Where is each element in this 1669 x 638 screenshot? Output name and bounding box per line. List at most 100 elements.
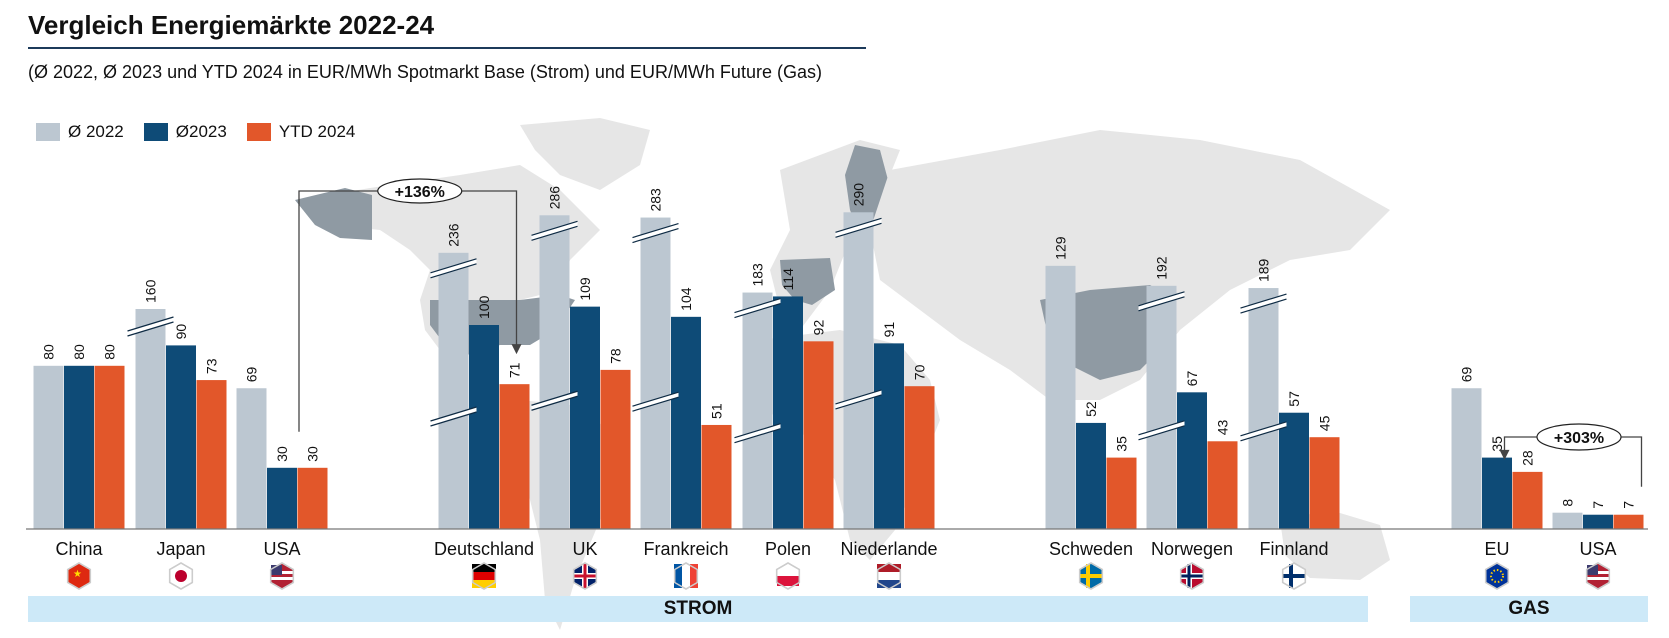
- bar-schweden-s2: [1106, 457, 1137, 529]
- axis-break-niederlande-0: [835, 218, 882, 238]
- bar-finnland-s0: [1248, 288, 1279, 529]
- axis-break-deutschland-1: [430, 406, 477, 426]
- bar-japan-s2: [196, 380, 227, 529]
- axis-break-japan-0: [127, 317, 174, 336]
- value-label-schweden-s1: 52: [1083, 401, 1099, 417]
- value-label-usa-s1: 30: [274, 446, 290, 462]
- value-label-eu-s1: 35: [1489, 436, 1505, 452]
- axis-break-line-a-frankreich-1: [632, 391, 679, 407]
- title-underline: [28, 47, 866, 49]
- value-label-uk-s1: 109: [577, 277, 593, 301]
- value-label-polen-s1: 114: [780, 268, 796, 291]
- category-label-norwegen: Norwegen: [1151, 539, 1233, 559]
- axis-break-line-a-polen-0: [734, 297, 781, 314]
- value-label-schweden-s2: 35: [1114, 436, 1130, 452]
- bar-polen-s0: [742, 292, 773, 529]
- axis-break-polen-0: [734, 298, 781, 318]
- bar-frankreich-s1: [671, 316, 701, 529]
- bar-polen-s2: [803, 341, 834, 529]
- axis-break-line-b-uk-0: [531, 225, 578, 241]
- gb-flag-icon: [572, 562, 598, 590]
- axis-break-line-b-polen-0: [734, 302, 781, 319]
- bar-schweden-s1: [1076, 422, 1106, 529]
- value-label-japan-s1: 90: [173, 324, 189, 340]
- axis-break-line-a-uk-1: [531, 390, 578, 406]
- value-label-frankreich-s0: 283: [648, 188, 664, 212]
- value-label-deutschland-s0: 236: [446, 223, 462, 247]
- category-label-japan: Japan: [156, 539, 205, 559]
- bar-eu-s2: [1512, 471, 1543, 529]
- value-label-finnland-s2: 45: [1317, 415, 1333, 431]
- axis-break-deutschland-0: [430, 258, 477, 278]
- annotation-bubble-136: [377, 178, 463, 204]
- axis-break-norwegen-1: [1138, 420, 1185, 440]
- category-label-niederlande: Niederlande: [840, 539, 937, 559]
- jp-flag-icon: [168, 562, 194, 590]
- bar-usa-gas-s2: [1613, 514, 1644, 529]
- bar-group: [33, 212, 1644, 530]
- axis-break-line-b-norwegen-0: [1138, 296, 1185, 312]
- category-label-schweden: Schweden: [1049, 539, 1133, 559]
- axis-break-line-a-norwegen-0: [1138, 291, 1185, 307]
- annotation-arrow-303: [1499, 449, 1510, 460]
- value-label-usa-s0: 69: [244, 366, 260, 382]
- axis-break-line-b-japan-0: [127, 321, 174, 337]
- chart-title: Vergleich Energiemärkte 2022-24: [28, 10, 435, 40]
- cn-flag-icon: ★: [66, 562, 92, 590]
- value-label-china-s2: 80: [102, 344, 118, 360]
- bar-china-s1: [64, 365, 94, 529]
- legend: Ø 2022 Ø2023 YTD 2024: [36, 122, 355, 142]
- map-alaska: [295, 188, 372, 240]
- axis-break-line-a-finnland-0: [1240, 293, 1287, 309]
- bar-eu-s0: [1451, 388, 1482, 529]
- value-label-frankreich-s1: 104: [678, 287, 694, 311]
- axis-break-niederlande-1: [835, 389, 882, 409]
- no-flag-icon: [1179, 562, 1205, 590]
- us-flag-icon: [269, 562, 295, 590]
- bar-niederlande-s1: [874, 343, 904, 529]
- bar-usa-s0: [236, 388, 267, 529]
- legend-item-2023: Ø2023: [143, 122, 227, 142]
- axis-break-line-a-uk-0: [531, 220, 578, 236]
- map-western-europe: [780, 258, 835, 305]
- category-label-deutschland: Deutschland: [434, 539, 534, 559]
- fr-flag-icon: [673, 562, 699, 590]
- axis-break-line-a-deutschland-0: [430, 258, 477, 274]
- map-asia: [870, 130, 1390, 400]
- bar-japan-s0: [135, 309, 166, 529]
- bar-niederlande-s0: [843, 212, 874, 530]
- axis-break-line-b-finnland-0: [1240, 298, 1287, 314]
- bar-niederlande-s2: [904, 386, 935, 529]
- annotation-bubble-303: [1536, 423, 1622, 451]
- strom-band: STROM: [28, 596, 1368, 622]
- axis-break-line-b-frankreich-0: [632, 227, 679, 244]
- value-label-schweden-s0: 129: [1053, 236, 1069, 260]
- bar-usa-gas-s1: [1583, 514, 1613, 529]
- axis-break-line-b-deutschland-1: [430, 411, 477, 427]
- bar-uk-s2: [600, 369, 631, 529]
- bar-deutschland-s2: [499, 384, 530, 529]
- value-label-niederlande-s0: 290: [851, 183, 867, 207]
- axis-break-line-a-japan-0: [127, 316, 174, 332]
- svg-text:★: ★: [73, 569, 82, 580]
- se-flag-icon: [1078, 562, 1104, 590]
- bar-norwegen-s1: [1177, 392, 1207, 529]
- axis-break-uk-1: [531, 391, 578, 411]
- value-label-deutschland-s1: 100: [476, 295, 492, 319]
- axis-break-line-a-niederlande-1: [835, 389, 882, 405]
- fi-flag-icon: [1281, 562, 1307, 590]
- bar-usa-s1: [267, 467, 297, 529]
- axis-break-finnland-1: [1240, 421, 1287, 441]
- value-label-polen-s2: 92: [811, 320, 827, 336]
- axis-break-marks: [127, 217, 1287, 444]
- value-label-deutschland-s2: 71: [507, 362, 523, 378]
- bar-norwegen-s2: [1207, 441, 1238, 529]
- value-label-china-s1: 80: [71, 344, 87, 360]
- category-label-china: China: [55, 539, 103, 559]
- value-label-niederlande-s2: 70: [912, 364, 928, 380]
- axis-break-line-a-deutschland-1: [430, 406, 477, 422]
- category-label-frankreich: Frankreich: [643, 539, 728, 559]
- axis-break-line-b-finnland-1: [1240, 426, 1287, 442]
